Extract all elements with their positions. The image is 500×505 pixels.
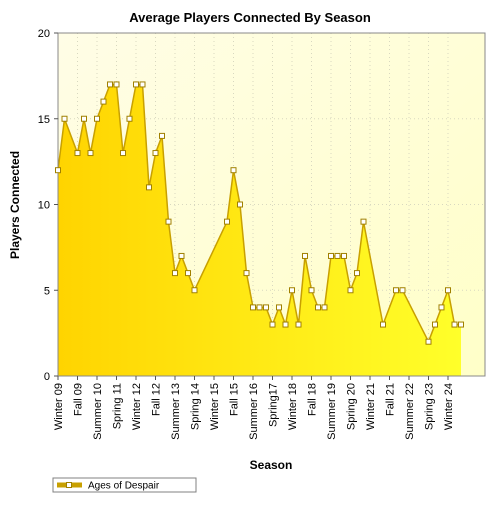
x-tick-label: Fall 12 (151, 383, 163, 416)
legend-label: Ages of Despair (88, 481, 160, 492)
data-point (146, 184, 152, 191)
data-point (458, 321, 464, 328)
series-area (58, 84, 461, 376)
x-tick-label: Fall 18 (307, 383, 319, 416)
legend: Ages of Despair (52, 477, 197, 493)
data-point (185, 270, 191, 277)
data-point (432, 321, 438, 328)
axis-layer: 0 5 10 15 20 Winter 09 Fall 09 Summer 10 Spring … (38, 28, 486, 440)
x-tick-label: Winter 21 (365, 383, 377, 430)
data-point (354, 270, 360, 277)
data-point (380, 321, 386, 328)
data-point (308, 287, 315, 294)
data-point (399, 287, 406, 294)
x-tick-label: Spring 11 (112, 383, 124, 429)
data-point (393, 287, 399, 294)
x-tick-label: Winter 09 (53, 383, 65, 430)
x-tick-label: Winter 24 (443, 383, 455, 430)
data-point (302, 252, 308, 259)
x-tick-label: Winter 15 (209, 383, 221, 430)
x-tick-label: Fall 15 (229, 383, 241, 416)
data-point (230, 167, 237, 174)
x-tick-label: Winter 18 (287, 383, 299, 430)
y-tick-label: 15 (38, 114, 50, 126)
legend-box (52, 477, 197, 493)
data-point (126, 115, 133, 122)
x-tick-label: Fall 09 (73, 383, 85, 416)
data-point (191, 287, 198, 294)
y-tick-label: 10 (38, 200, 50, 212)
data-point (334, 252, 341, 259)
data-point (243, 270, 250, 277)
data-point (315, 304, 321, 311)
x-tick-label: Spring17 (268, 383, 280, 427)
data-point (120, 150, 126, 157)
data-point (451, 321, 458, 328)
marker-layer (55, 81, 464, 345)
x-tick-label: Summer 22 (404, 383, 416, 440)
data-point (87, 150, 94, 157)
x-tick-label: Spring 14 (190, 383, 202, 430)
data-point (263, 304, 269, 311)
x-tick-label: Spring 20 (346, 383, 358, 430)
y-tick-label: 20 (38, 28, 50, 40)
data-point (55, 167, 61, 174)
data-point (139, 81, 146, 88)
data-point (100, 98, 107, 105)
data-point (321, 304, 328, 311)
data-point (178, 252, 185, 259)
x-tick-label: Winter 12 (131, 383, 143, 430)
series-line (57, 83, 461, 344)
data-point (250, 304, 256, 311)
data-point (81, 115, 87, 122)
data-point (61, 115, 68, 122)
data-point (269, 321, 276, 328)
data-point (237, 201, 243, 208)
x-axis-title: Season (250, 458, 293, 472)
data-point (107, 81, 113, 88)
data-point (165, 218, 172, 225)
data-point (159, 132, 165, 139)
data-point (152, 150, 159, 157)
data-point (360, 218, 367, 225)
data-point (113, 81, 120, 88)
data-point (445, 287, 451, 294)
data-point (94, 115, 100, 122)
data-point (133, 81, 139, 88)
x-tick-label: Summer 16 (248, 383, 260, 440)
data-point (224, 218, 230, 225)
data-point (276, 304, 282, 311)
data-point (256, 304, 263, 311)
data-point (74, 150, 81, 157)
x-tick-label: Fall 21 (385, 383, 397, 416)
x-tick-label: Summer 10 (92, 383, 104, 440)
y-axis-title: Players Connected (8, 151, 22, 259)
data-point (347, 287, 354, 294)
data-point (425, 338, 432, 345)
y-tick-label: 0 (44, 371, 50, 383)
y-tick-label: 5 (44, 285, 50, 297)
chart-title: Average Players Connected By Season (129, 10, 371, 25)
data-point (438, 304, 445, 311)
x-tick-label: Summer 19 (326, 383, 338, 440)
x-tick-label: Summer 13 (170, 383, 182, 440)
data-point (172, 270, 178, 277)
data-point (295, 321, 302, 328)
data-point (328, 252, 334, 259)
data-point (289, 287, 295, 294)
legend-marker (66, 482, 72, 488)
area-layer (57, 83, 461, 376)
data-point (341, 252, 347, 259)
data-point (282, 321, 289, 328)
x-tick-label: Spring 23 (424, 383, 436, 430)
